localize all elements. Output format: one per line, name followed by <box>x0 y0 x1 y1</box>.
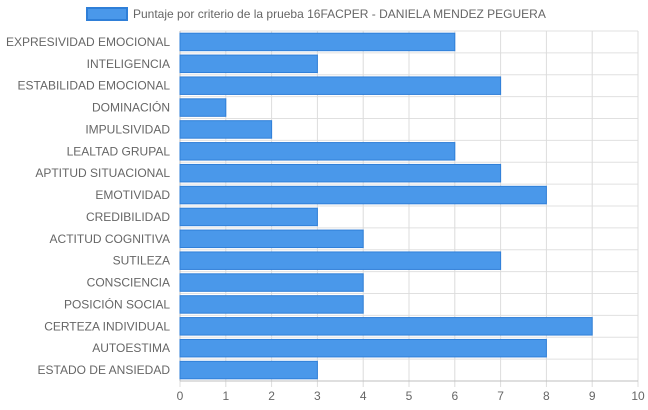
legend-swatch <box>87 8 127 20</box>
x-tick-label: 5 <box>406 389 413 403</box>
bar[interactable] <box>180 121 272 139</box>
category-label: ACTITUD COGNITIVA <box>50 232 170 246</box>
bar[interactable] <box>180 274 363 292</box>
category-label: LEALTAD GRUPAL <box>67 144 171 158</box>
x-tick-label: 6 <box>451 389 458 403</box>
category-label: AUTOESTIMA <box>92 341 170 355</box>
x-tick-label: 7 <box>497 389 504 403</box>
category-label: CONSCIENCIA <box>87 276 170 290</box>
x-tick-label: 0 <box>177 389 184 403</box>
bar[interactable] <box>180 186 546 204</box>
bar[interactable] <box>180 252 501 270</box>
category-label: CERTEZA INDIVIDUAL <box>44 319 170 333</box>
category-label: SUTILEZA <box>113 254 170 268</box>
x-tick-label: 3 <box>314 389 321 403</box>
category-label: IMPULSIVIDAD <box>85 122 170 136</box>
bar[interactable] <box>180 318 592 336</box>
bar[interactable] <box>180 164 501 182</box>
bar[interactable] <box>180 296 363 314</box>
legend-label: Puntaje por criterio de la prueba 16FACP… <box>133 7 546 21</box>
category-label: APTITUD SITUACIONAL <box>35 166 170 180</box>
bar[interactable] <box>180 99 226 117</box>
x-tick-label: 9 <box>589 389 596 403</box>
category-label: ESTABILIDAD EMOCIONAL <box>18 79 171 93</box>
x-tick-label: 2 <box>268 389 275 403</box>
bar[interactable] <box>180 33 455 51</box>
category-label: ESTADO DE ANSIEDAD <box>38 363 171 377</box>
bar[interactable] <box>180 339 546 357</box>
bar[interactable] <box>180 143 455 161</box>
x-tick-label: 10 <box>631 389 645 403</box>
bar[interactable] <box>180 55 317 73</box>
x-tick-label: 8 <box>543 389 550 403</box>
category-label: EXPRESIVIDAD EMOCIONAL <box>6 35 170 49</box>
legend[interactable]: Puntaje por criterio de la prueba 16FACP… <box>87 7 546 21</box>
category-label: DOMINACIÓN <box>92 100 170 115</box>
bar[interactable] <box>180 361 317 379</box>
bar[interactable] <box>180 230 363 248</box>
category-label: POSICIÓN SOCIAL <box>64 296 170 311</box>
x-tick-label: 4 <box>360 389 367 403</box>
bar[interactable] <box>180 77 501 95</box>
category-label: INTELIGENCIA <box>87 57 170 71</box>
bar[interactable] <box>180 208 317 226</box>
x-tick-labels: 0 1 2 3 4 5 6 7 8 9 10 <box>177 389 645 403</box>
category-label: CREDIBILIDAD <box>86 210 170 224</box>
category-label: EMOTIVIDAD <box>95 188 170 202</box>
category-labels: EXPRESIVIDAD EMOCIONAL INTELIGENCIA ESTABI… <box>6 35 170 377</box>
x-tick-label: 1 <box>222 389 229 403</box>
